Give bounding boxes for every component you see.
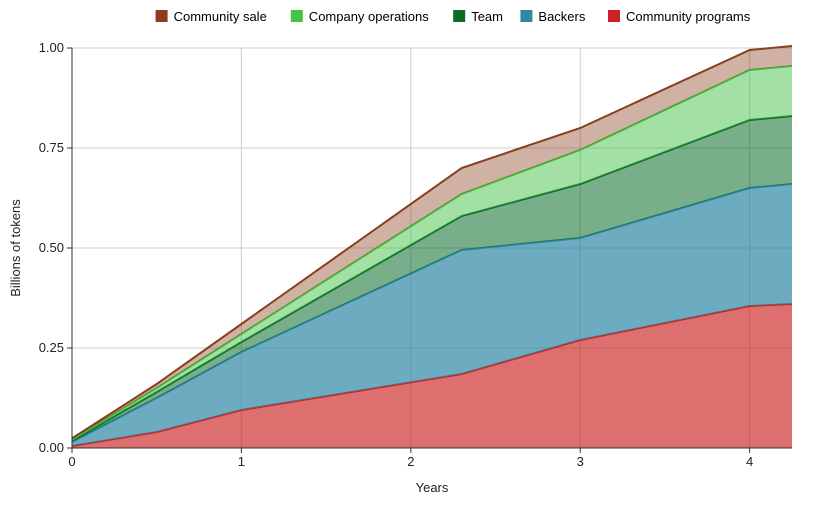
legend-item-community_programs: Community programs — [608, 9, 751, 24]
legend-swatch — [453, 10, 465, 22]
x-tick-label: 0 — [68, 454, 75, 469]
legend-swatch — [291, 10, 303, 22]
legend-label: Team — [471, 9, 503, 24]
x-axis-label: Years — [416, 480, 449, 495]
token-distribution-chart: 0.00 0.25 0.50 0.75 1.00 0 1 2 3 4 Community sale… — [0, 0, 828, 513]
x-tick-label: 1 — [238, 454, 245, 469]
legend-swatch — [520, 10, 532, 22]
y-tick-label: 0.25 — [39, 340, 64, 355]
legend-item-backers: Backers — [520, 9, 585, 24]
legend-item-team: Team — [453, 9, 503, 24]
y-tick-label: 0.50 — [39, 240, 64, 255]
legend-label: Backers — [538, 9, 585, 24]
legend-item-community_sale: Community sale — [156, 9, 267, 24]
legend-swatch — [608, 10, 620, 22]
legend: Community sale Company operations Team Back… — [156, 9, 751, 24]
y-tick-label: 0.00 — [39, 440, 64, 455]
legend-label: Community programs — [626, 9, 751, 24]
y-axis-label: Billions of tokens — [8, 199, 23, 297]
legend-item-company_operations: Company operations — [291, 9, 429, 24]
stacked-areas — [72, 46, 792, 448]
legend-label: Community sale — [174, 9, 267, 24]
x-tick-label: 2 — [407, 454, 414, 469]
legend-swatch — [156, 10, 168, 22]
y-tick-label: 0.75 — [39, 140, 64, 155]
x-tick-label: 4 — [746, 454, 753, 469]
legend-label: Company operations — [309, 9, 429, 24]
y-tick-label: 1.00 — [39, 40, 64, 55]
x-tick-label: 3 — [577, 454, 584, 469]
